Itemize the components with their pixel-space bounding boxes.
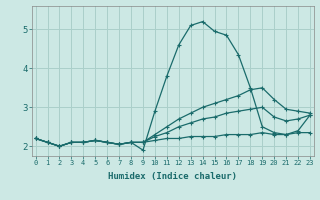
X-axis label: Humidex (Indice chaleur): Humidex (Indice chaleur) <box>108 172 237 181</box>
